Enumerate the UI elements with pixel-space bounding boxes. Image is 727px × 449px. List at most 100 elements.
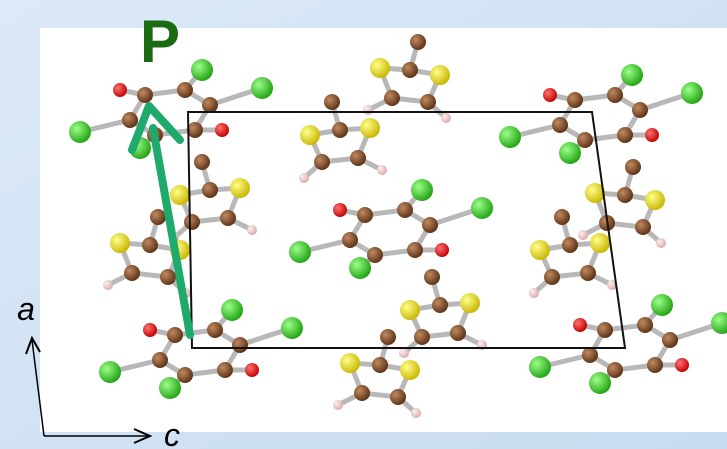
atom bbox=[342, 232, 358, 248]
atom bbox=[380, 329, 396, 345]
atom bbox=[407, 242, 423, 258]
atom bbox=[177, 82, 193, 98]
atom bbox=[350, 150, 366, 166]
atom bbox=[167, 327, 183, 343]
atom bbox=[552, 117, 568, 133]
atom bbox=[617, 127, 633, 143]
atom bbox=[441, 113, 451, 123]
atom bbox=[300, 125, 320, 145]
atom bbox=[400, 360, 420, 380]
atom bbox=[414, 329, 430, 345]
atom bbox=[399, 348, 409, 358]
atom bbox=[110, 233, 130, 253]
atom bbox=[247, 225, 257, 235]
atom bbox=[251, 77, 273, 99]
atom bbox=[632, 102, 648, 118]
atom bbox=[340, 353, 360, 373]
atom bbox=[597, 322, 613, 338]
atom bbox=[215, 123, 229, 137]
atom bbox=[580, 265, 596, 281]
atom bbox=[435, 243, 449, 257]
atom bbox=[170, 185, 190, 205]
atom bbox=[333, 400, 343, 410]
atom bbox=[621, 64, 643, 86]
atom bbox=[645, 190, 665, 210]
atom bbox=[559, 142, 581, 164]
atom bbox=[656, 238, 666, 248]
atom bbox=[177, 367, 193, 383]
atom bbox=[232, 337, 248, 353]
atom bbox=[217, 362, 233, 378]
atom bbox=[150, 209, 166, 225]
atom bbox=[637, 317, 653, 333]
atom bbox=[377, 165, 387, 175]
atom bbox=[207, 322, 223, 338]
atom bbox=[122, 112, 138, 128]
atom bbox=[230, 178, 250, 198]
atom bbox=[142, 237, 158, 253]
atom bbox=[333, 203, 347, 217]
atom bbox=[582, 347, 598, 363]
atom bbox=[544, 269, 560, 285]
atom bbox=[635, 219, 651, 235]
atom bbox=[675, 358, 689, 372]
atom bbox=[349, 257, 371, 279]
atom bbox=[314, 154, 330, 170]
atom bbox=[554, 209, 570, 225]
atom bbox=[103, 280, 113, 290]
atom bbox=[357, 207, 373, 223]
atom bbox=[625, 159, 641, 175]
atom bbox=[245, 363, 259, 377]
atom bbox=[184, 214, 200, 230]
atom bbox=[471, 197, 493, 219]
atom bbox=[681, 82, 703, 104]
atom bbox=[354, 385, 370, 401]
atom bbox=[99, 361, 121, 383]
atom bbox=[220, 210, 236, 226]
atom bbox=[578, 230, 588, 240]
atom bbox=[577, 132, 593, 148]
atom bbox=[543, 88, 557, 102]
atom bbox=[424, 269, 440, 285]
atom bbox=[69, 121, 91, 143]
atom bbox=[402, 62, 418, 78]
atom bbox=[422, 217, 438, 233]
atom bbox=[607, 87, 623, 103]
atom bbox=[411, 408, 421, 418]
atom bbox=[390, 389, 406, 405]
atom bbox=[384, 90, 400, 106]
atom bbox=[645, 128, 659, 142]
atom bbox=[332, 122, 348, 138]
atom bbox=[499, 126, 521, 148]
polarization-label: P bbox=[140, 8, 180, 75]
atom bbox=[420, 94, 436, 110]
atom bbox=[137, 87, 153, 103]
atom bbox=[651, 294, 673, 316]
atom bbox=[450, 325, 466, 341]
atom bbox=[410, 34, 426, 50]
atom bbox=[194, 154, 210, 170]
atom bbox=[299, 173, 309, 183]
figure: P a c bbox=[0, 0, 727, 449]
atom bbox=[372, 357, 388, 373]
atom bbox=[370, 58, 390, 78]
atom bbox=[397, 202, 413, 218]
atom bbox=[430, 65, 450, 85]
atom bbox=[567, 92, 583, 108]
page: P a c (() => { const data = JSON.parse(d… bbox=[0, 0, 727, 449]
atom bbox=[113, 83, 127, 97]
atom bbox=[281, 317, 303, 339]
atom bbox=[617, 187, 633, 203]
atom bbox=[529, 356, 551, 378]
atom bbox=[411, 179, 433, 201]
atom bbox=[324, 94, 340, 110]
atom bbox=[432, 297, 448, 313]
atom bbox=[562, 237, 578, 253]
atom bbox=[221, 299, 243, 321]
atom bbox=[607, 362, 623, 378]
atom bbox=[152, 352, 168, 368]
atom bbox=[589, 372, 611, 394]
atom bbox=[363, 105, 373, 115]
atom bbox=[662, 332, 678, 348]
atom bbox=[530, 240, 550, 260]
